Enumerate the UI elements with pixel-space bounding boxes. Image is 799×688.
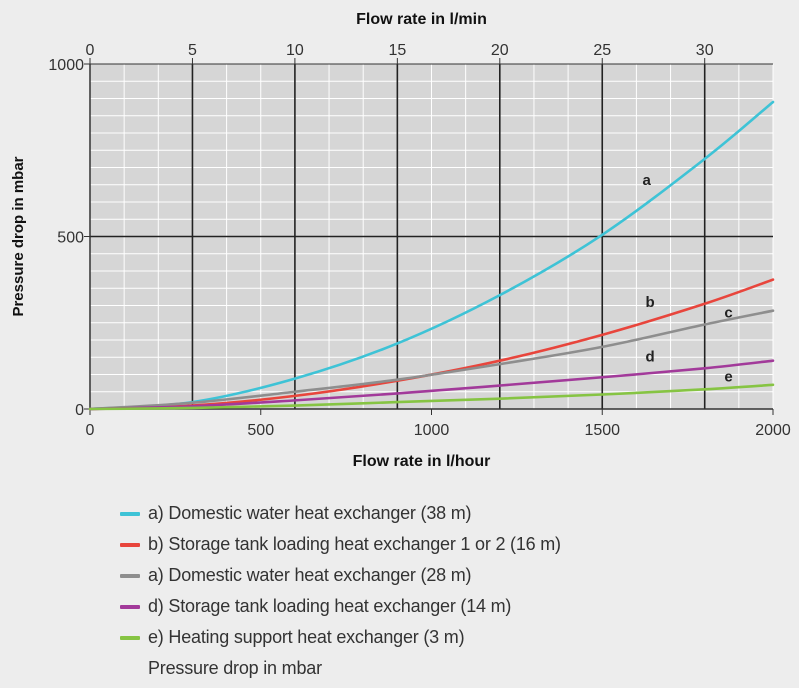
top-tick-label: 15 xyxy=(388,42,406,59)
bottom-axis-title: Flow rate in l/hour xyxy=(353,453,491,470)
legend-item-e: e) Heating support heat exchanger (3 m) xyxy=(120,622,561,653)
series-label-c: c xyxy=(724,305,732,322)
legend-item-a: a) Domestic water heat exchanger (38 m) xyxy=(120,498,561,529)
legend-label-e: e) Heating support heat exchanger (3 m) xyxy=(148,627,465,647)
x-tick-label: 500 xyxy=(247,422,274,439)
series-line-c xyxy=(88,309,775,411)
top-tick-label: 0 xyxy=(86,42,95,59)
x-tick-label: 1500 xyxy=(584,422,620,439)
y-tick-label: 1000 xyxy=(48,57,84,74)
series-lines xyxy=(88,100,775,411)
series-line-d xyxy=(88,359,775,411)
legend-label-c: a) Domestic water heat exchanger (28 m) xyxy=(148,565,472,585)
legend-label-a: a) Domestic water heat exchanger (38 m) xyxy=(148,503,472,523)
series-labels: a b c d e xyxy=(642,172,732,386)
legend-item-c: a) Domestic water heat exchanger (28 m) xyxy=(120,560,561,591)
legend-item-b: b) Storage tank loading heat exchanger 1… xyxy=(120,529,561,560)
series-label-d: d xyxy=(645,349,654,366)
top-tick-label: 5 xyxy=(188,42,197,59)
series-line-e xyxy=(88,383,775,411)
legend-note-text: Pressure drop in mbar xyxy=(148,658,322,678)
legend-swatch-a xyxy=(120,511,140,516)
top-axis-title: Flow rate in l/min xyxy=(356,11,487,28)
legend-swatch-d xyxy=(120,604,140,609)
legend-swatch-c xyxy=(120,573,140,578)
legend-label-b: b) Storage tank loading heat exchanger 1… xyxy=(148,534,561,554)
legend-item-d: d) Storage tank loading heat exchanger (… xyxy=(120,591,561,622)
x-tick-label: 1000 xyxy=(414,422,450,439)
x-tick-label: 0 xyxy=(86,422,95,439)
legend-note: Pressure drop in mbar xyxy=(120,653,561,684)
series-label-e: e xyxy=(724,368,732,385)
top-tick-label: 20 xyxy=(491,42,509,59)
top-tick-label: 10 xyxy=(286,42,304,59)
legend-swatch-b xyxy=(120,542,140,547)
y-tick-label: 0 xyxy=(75,402,84,419)
x-tick-label: 2000 xyxy=(755,422,791,439)
legend-swatch-e xyxy=(120,635,140,640)
top-tick-label: 25 xyxy=(593,42,611,59)
y-tick-label: 500 xyxy=(57,230,84,247)
series-line-a xyxy=(88,100,775,411)
legend-label-d: d) Storage tank loading heat exchanger (… xyxy=(148,596,512,616)
series-label-b: b xyxy=(645,294,654,311)
legend: a) Domestic water heat exchanger (38 m) … xyxy=(120,498,561,684)
top-tick-label: 30 xyxy=(696,42,714,59)
y-axis-title: Pressure drop in mbar xyxy=(10,156,27,316)
series-label-a: a xyxy=(642,172,651,189)
major-grid xyxy=(90,64,773,409)
